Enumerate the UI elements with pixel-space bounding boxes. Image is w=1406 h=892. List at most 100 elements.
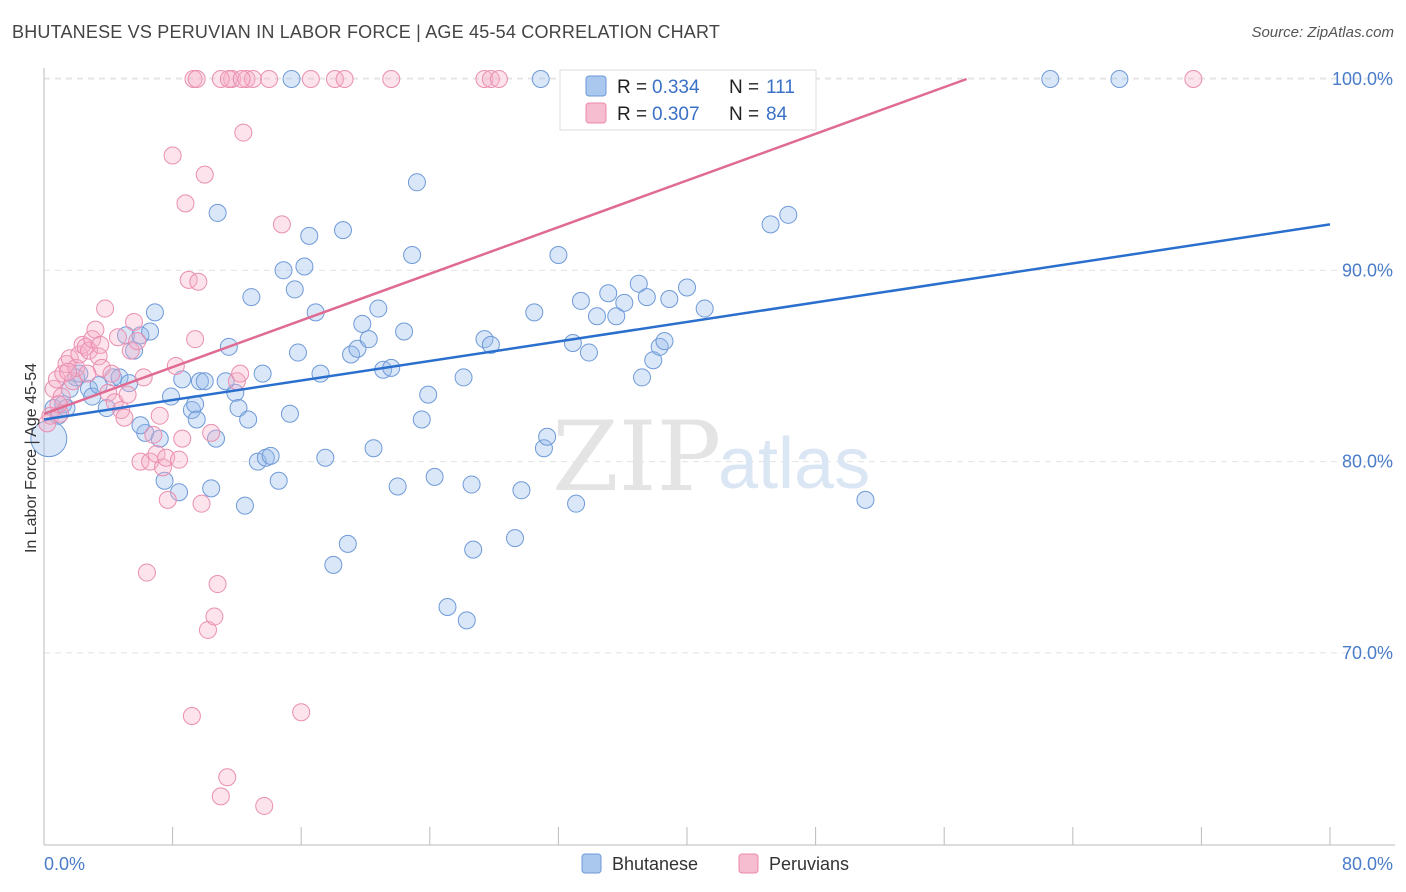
peruvian-point-69: [187, 70, 206, 88]
bhutanese-point-20: [145, 303, 164, 322]
peruvian-point-29: [131, 452, 150, 471]
peruvian-point-41: [170, 450, 189, 469]
peruvian-point-39: [163, 146, 182, 165]
series-peruvians: [38, 70, 1203, 815]
peruvian-point-58: [231, 364, 250, 383]
bhutanese-point-68: [412, 410, 431, 429]
bhutanese-point-58: [353, 314, 372, 333]
legend-r-value-bhutanese: 0.334: [652, 77, 700, 98]
bhutanese-point-75: [464, 540, 483, 559]
peruvian-point-24: [115, 408, 134, 427]
bhutanese-point-54: [333, 221, 352, 240]
peruvian-point-36: [153, 458, 172, 477]
bhutanese-point-71: [438, 597, 457, 616]
x-tick-label-0: 0.0%: [44, 854, 85, 874]
peruvian-point-83: [91, 335, 110, 354]
series-bhutanese: [30, 70, 1129, 630]
trend-lines: [43, 77, 1331, 421]
bhutanese-point-31: [207, 429, 226, 448]
bhutanese-point-32: [208, 203, 227, 222]
y-tick-label-2: 90.0%: [1342, 260, 1393, 280]
bhutanese-point-91: [607, 307, 626, 326]
bhutanese-point-101: [695, 299, 714, 318]
peruvian-point-10: [70, 345, 89, 364]
bhutanese-point-35: [229, 399, 248, 418]
bhutanese-point-93: [629, 274, 648, 293]
bhutanese-point-73: [457, 611, 476, 630]
bhutanese-point-103: [779, 205, 798, 224]
bhutanese-point-64: [388, 477, 407, 496]
bhutanese-point-106: [1110, 70, 1129, 88]
bhutanese-point-48: [295, 257, 314, 276]
bhutanese-point-19: [141, 322, 160, 341]
peruvian-point-46: [186, 330, 205, 349]
peruvian-point-8: [63, 372, 82, 391]
bhutanese-point-47: [288, 343, 307, 362]
bhutanese-point-49: [300, 226, 319, 245]
peruvian-point-67: [335, 70, 354, 88]
peruvian-point-28: [128, 332, 147, 351]
peruvian-point-77: [489, 70, 508, 88]
watermark-atlas: atlas: [718, 424, 870, 504]
peruvian-point-80: [59, 362, 78, 381]
bhutanese-point-72: [454, 368, 473, 387]
bhutanese-point-45: [280, 404, 299, 423]
bhutanese-point-66: [403, 245, 422, 264]
bhutanese-point-88: [579, 343, 598, 362]
bhutanese-point-23: [161, 387, 180, 406]
legend-n-label-peruvians: N =: [729, 104, 759, 125]
peruvian-point-35: [150, 406, 169, 425]
legend-r-label-peruvians: R =: [617, 104, 647, 125]
peruvian-point-51: [202, 423, 221, 442]
legend-swatch-peruvians: [585, 102, 607, 124]
legend-n-value-bhutanese: 111: [766, 77, 795, 98]
bhutanese-point-80: [525, 303, 544, 322]
bhutanese-point-60: [364, 439, 383, 458]
bhutanese-point-61: [369, 299, 388, 318]
peruvian-point-18: [96, 299, 115, 318]
bhutanese-point-82: [534, 439, 553, 458]
peruvian-point-63: [272, 215, 291, 234]
bottom-legend-label-peruvians: Peruvians: [769, 854, 849, 874]
bhutanese-point-65: [395, 322, 414, 341]
legend-n-value-peruvians: 84: [766, 104, 788, 125]
bhutanese-point-100: [678, 278, 696, 297]
peruvian-point-81: [78, 364, 97, 383]
peruvian-point-7: [60, 349, 79, 368]
legend-box: R = 0.334 N = 111 R = 0.307 N = 84: [559, 69, 817, 131]
peruvian-point-74: [382, 70, 401, 88]
bhutanese-point-55: [338, 534, 357, 553]
bhutanese-point-104: [856, 490, 875, 509]
bhutanese-point-40: [253, 364, 272, 383]
peruvian-point-43: [176, 194, 195, 213]
bhutanese-point-26: [182, 400, 201, 419]
peruvian-point-15: [86, 320, 105, 339]
peruvian-point-45: [182, 707, 201, 726]
peruvian-point-42: [173, 429, 192, 448]
bhutanese-point-78: [505, 529, 524, 548]
bhutanese-point-109: [131, 416, 150, 435]
bhutanese-point-83: [538, 427, 557, 446]
bhutanese-point-108: [187, 410, 206, 429]
peruvian-point-27: [125, 312, 144, 331]
trend-line-peruvians: [43, 77, 968, 415]
bhutanese-point-43: [269, 471, 288, 490]
peruvian-point-49: [195, 165, 214, 184]
watermark-zip: ZIP: [552, 401, 721, 513]
peruvian-point-72: [232, 70, 251, 88]
peruvian-point-75: [475, 70, 494, 88]
peruvian-point-20: [102, 364, 121, 383]
peruvian-point-33: [144, 425, 163, 444]
bhutanese-point-0: [30, 420, 68, 458]
peruvian-point-38: [158, 490, 177, 509]
gridlines: [44, 77, 1395, 654]
peruvian-point-16: [89, 347, 108, 366]
peruvian-point-53: [208, 575, 227, 594]
bhutanese-point-44: [274, 261, 293, 280]
bhutanese-point-105: [1041, 70, 1060, 88]
peruvian-point-78: [1184, 70, 1203, 88]
bhutanese-point-98: [655, 332, 674, 351]
bhutanese-point-89: [587, 307, 606, 326]
x-tick-label-1: 80.0%: [1342, 854, 1393, 874]
